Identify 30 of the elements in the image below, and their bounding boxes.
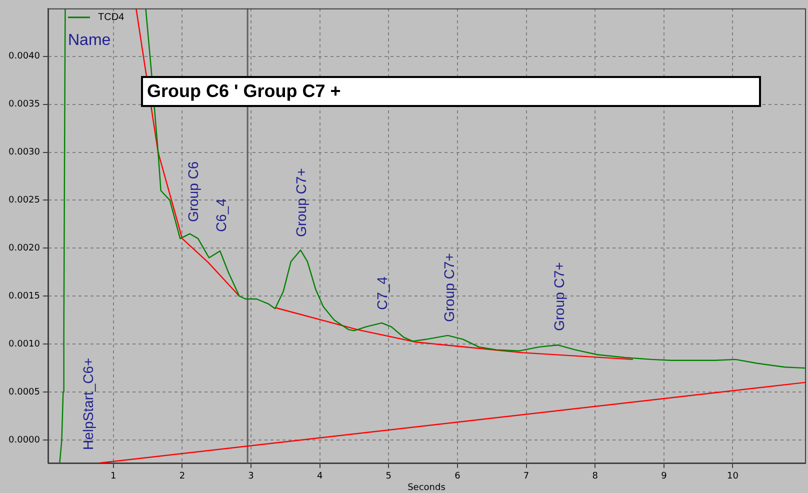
y-tick-label: 0.0035 [8,100,40,110]
annotation: Group C7+ [292,168,309,237]
annotation: C6_4 [212,198,229,232]
y-tick-label: 0.0015 [8,291,40,302]
y-tick-label: 0.0030 [8,148,40,158]
y-tick-label: 0.0005 [8,387,40,398]
x-tick-label: 1 [110,472,116,482]
x-tick-label: 2 [179,472,186,482]
annotation: Name [68,32,111,49]
x-tick-label: 7 [523,472,530,482]
text-box: Group C6 ' Group C7 + [141,76,761,107]
y-tick-label: 0.0020 [8,244,40,254]
legend-label: TCD4 [98,12,125,24]
x-axis-title: Seconds [408,482,446,493]
annotation: Group C7+ [550,262,567,331]
x-tick-label: 9 [661,472,668,482]
y-tick-label: 0.0000 [8,435,40,446]
x-tick-label: 5 [386,472,392,482]
y-tick-label: 0.0025 [8,196,40,206]
annotation: Group C7+ [440,253,457,322]
x-tick-label: 6 [454,472,461,482]
x-tick-label: 4 [316,472,323,482]
x-tick-label: 3 [248,472,254,482]
annotation: Group C6 [184,161,201,222]
y-tick-label: 0.0040 [8,52,40,62]
annotation: C7_4 [374,276,390,310]
x-tick-label: 10 [727,472,739,482]
y-tick-label: 0.0010 [8,339,40,350]
annotation: HelpStart_C6+ [80,358,96,450]
x-tick-label: 8 [592,472,598,482]
